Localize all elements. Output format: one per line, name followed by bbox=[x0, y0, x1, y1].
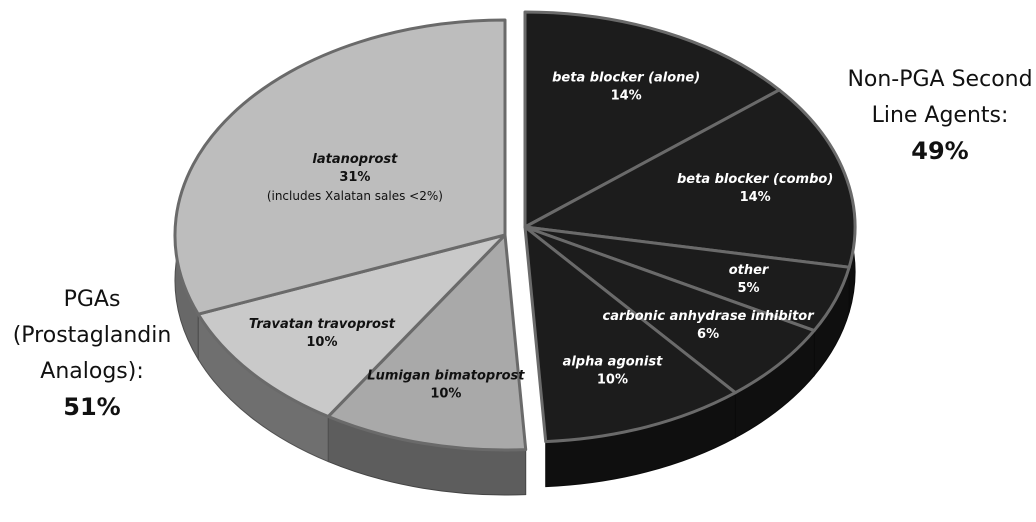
slice-name: alpha agonist bbox=[563, 354, 664, 369]
group-labels: Non-PGA Second Line Agents: 49% PGAs (Prosta… bbox=[13, 67, 1033, 421]
group-value: 49% bbox=[911, 137, 968, 165]
group-label: Non-PGA Second bbox=[847, 67, 1032, 92]
slice-name: latanoprost bbox=[312, 152, 398, 167]
group-label: (Prostaglandin bbox=[13, 323, 172, 348]
group-label: Line Agents: bbox=[872, 103, 1009, 128]
slice-value: 14% bbox=[740, 190, 771, 205]
slice-name: Lumigan bimatoprost bbox=[367, 368, 525, 383]
slice bbox=[326, 233, 528, 452]
slice bbox=[196, 233, 507, 419]
slice-labels: beta blocker (alone) 14% beta blocker (com… bbox=[249, 70, 833, 401]
slice bbox=[173, 18, 507, 316]
slice-value: 31% bbox=[339, 170, 370, 185]
slice-name: beta blocker (alone) bbox=[552, 70, 700, 85]
group-label: Analogs): bbox=[40, 359, 143, 384]
slice bbox=[523, 225, 816, 395]
slice-note: (includes Xalatan sales <2%) bbox=[267, 189, 443, 203]
slice-value: 14% bbox=[611, 88, 642, 103]
slice bbox=[523, 88, 857, 269]
slice-name: Travatan travoprost bbox=[249, 317, 396, 332]
slice bbox=[523, 225, 737, 444]
slice-name: carbonic anhydrase inhibitor bbox=[603, 309, 816, 324]
group-value: 51% bbox=[63, 393, 120, 421]
slice bbox=[523, 10, 781, 229]
slice-name: beta blocker (combo) bbox=[677, 172, 833, 187]
slice-value: 10% bbox=[430, 386, 461, 401]
slice-value: 5% bbox=[738, 281, 760, 296]
slice-value: 6% bbox=[697, 327, 719, 342]
slice-value: 10% bbox=[597, 372, 628, 387]
pie-tops bbox=[173, 10, 857, 452]
group-label: PGAs bbox=[64, 287, 121, 312]
slice-name: other bbox=[729, 263, 770, 278]
slice-value: 10% bbox=[306, 335, 337, 350]
